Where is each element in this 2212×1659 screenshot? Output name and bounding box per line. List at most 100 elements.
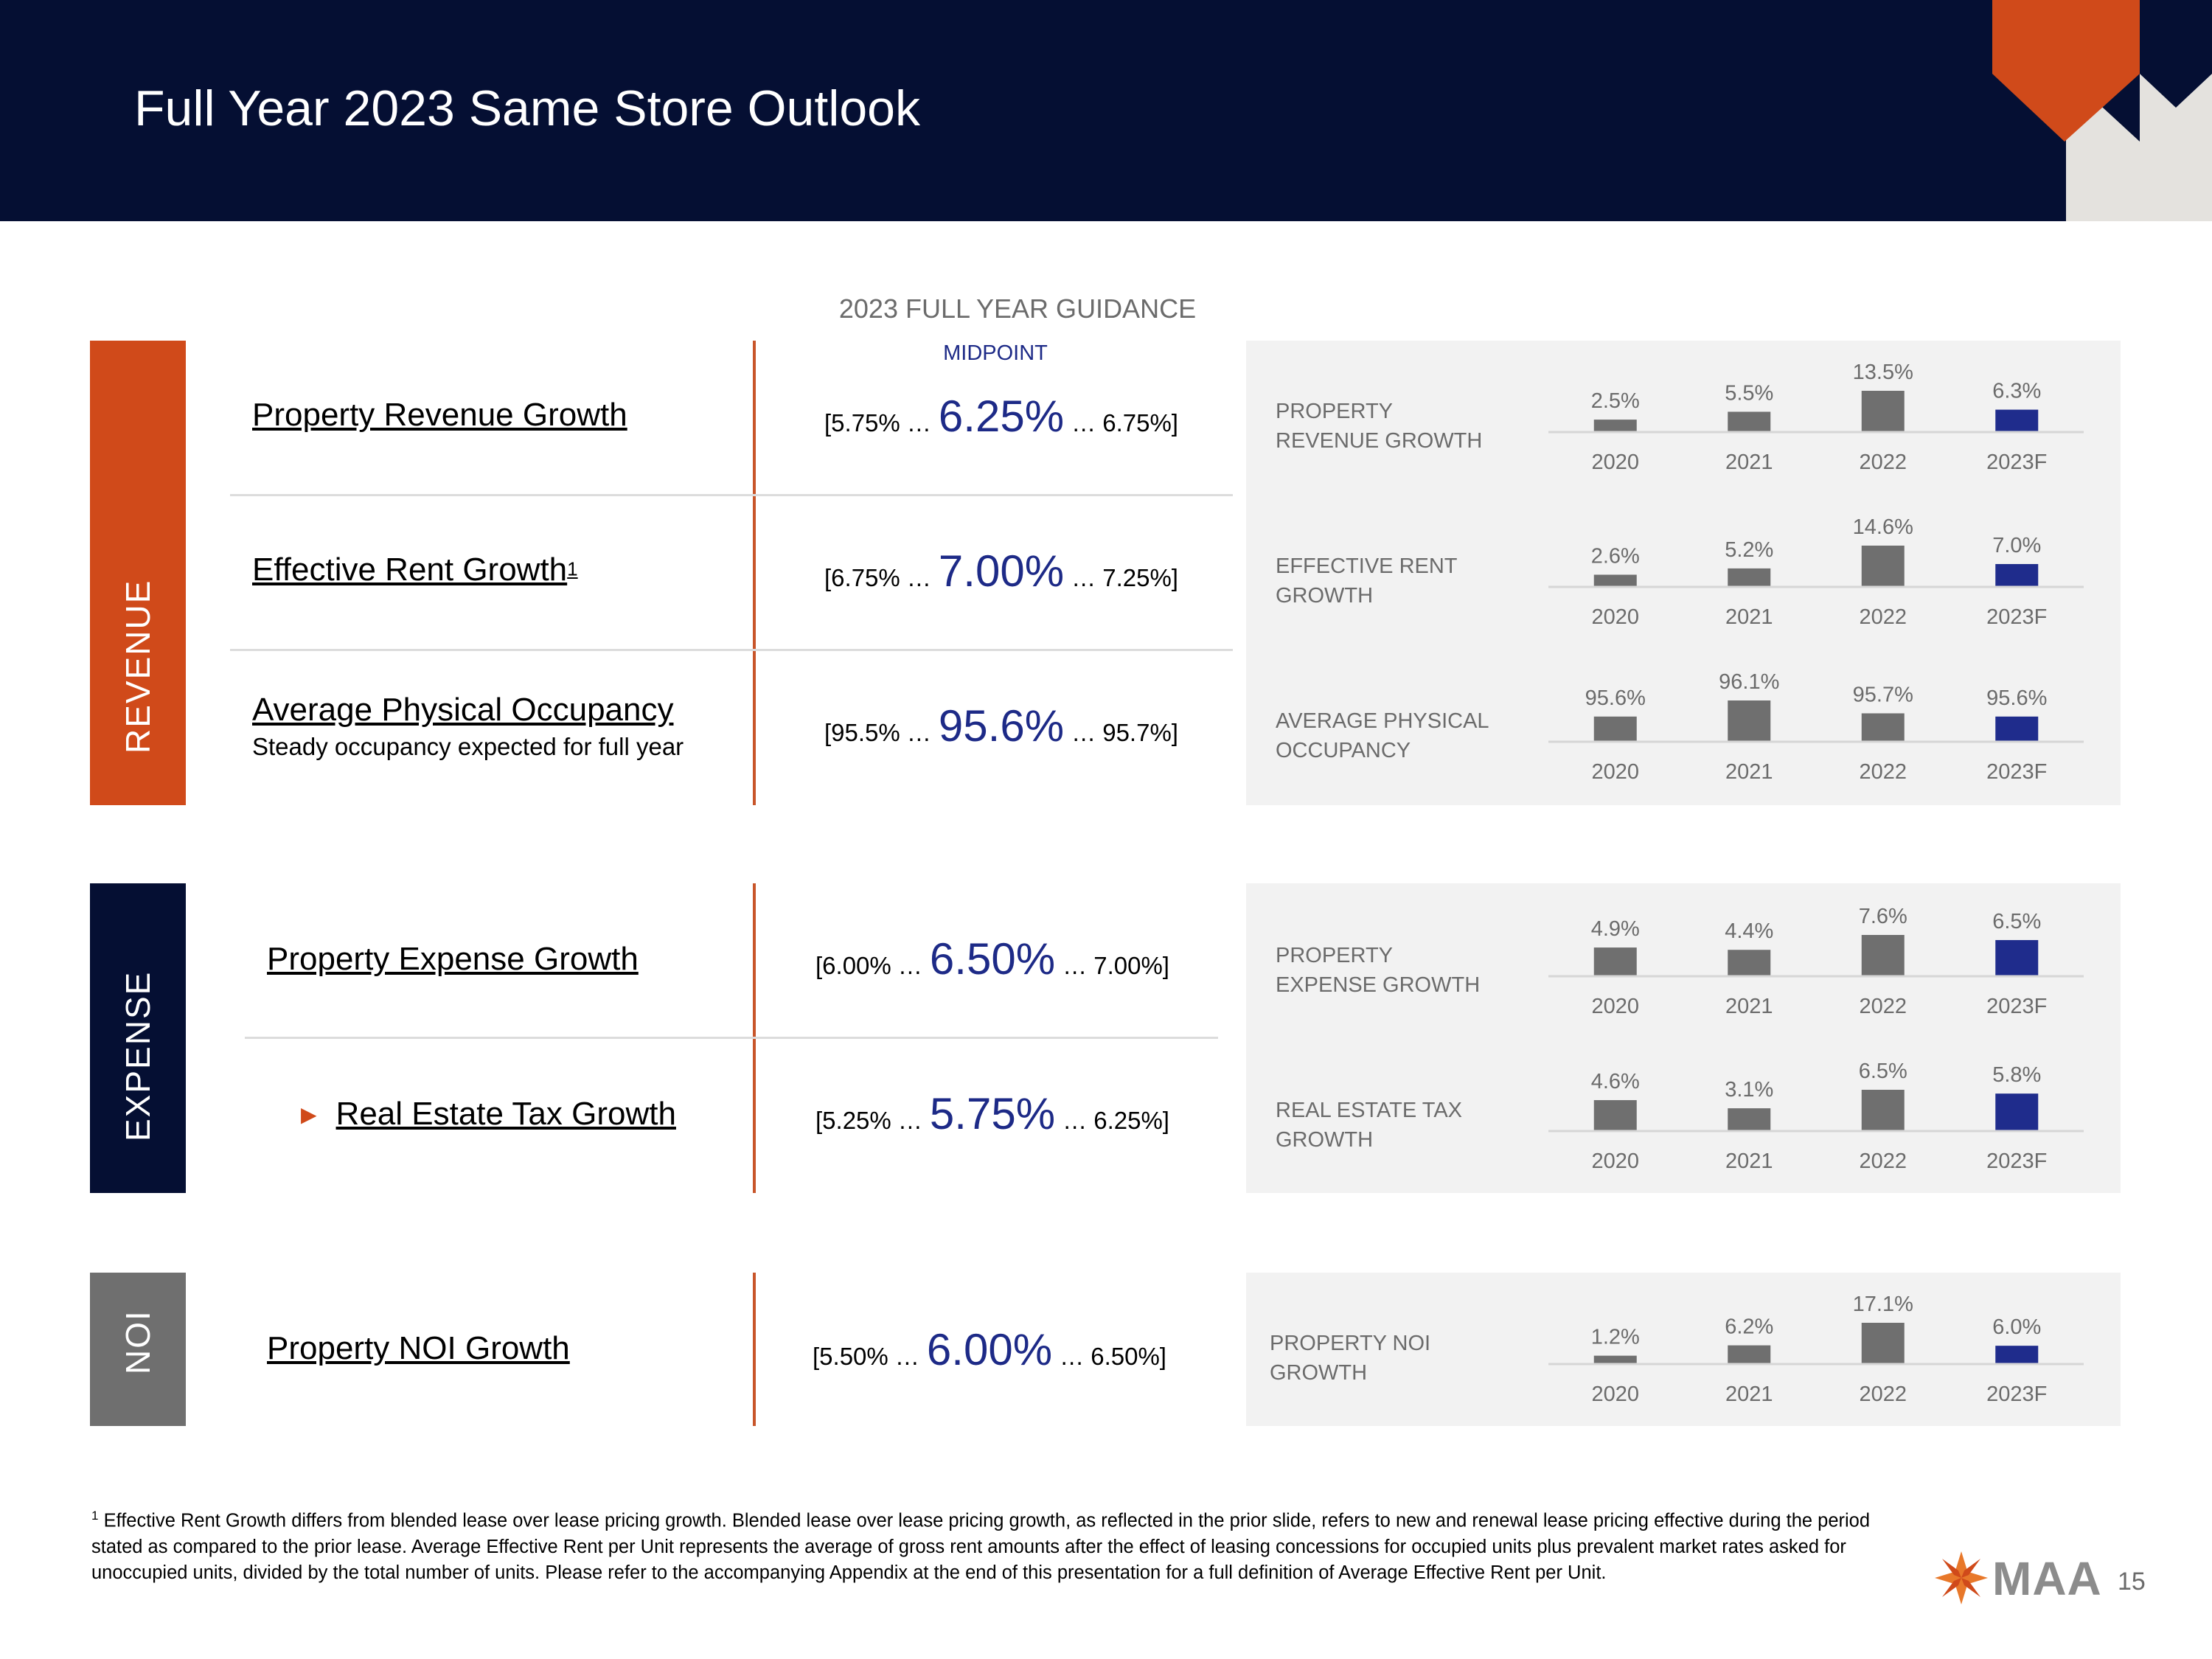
range-property-expense: [6.00% … 6.50%… 7.00%] bbox=[815, 934, 1169, 984]
x-tick-label: 2021 bbox=[1725, 451, 1773, 474]
noi-chart-panel bbox=[1246, 1273, 2121, 1426]
bar-2022 bbox=[1861, 1090, 1905, 1131]
data-label: 95.6% bbox=[1585, 686, 1646, 710]
x-tick-label: 2022 bbox=[1859, 760, 1907, 784]
column-divider bbox=[753, 1273, 756, 1426]
x-tick-label: 2021 bbox=[1725, 760, 1773, 784]
guidance-heading: 2023 FULL YEAR GUIDANCE bbox=[838, 293, 1197, 324]
data-label: 6.2% bbox=[1725, 1315, 1773, 1339]
logo-text: MAA bbox=[1992, 1552, 2102, 1605]
bar-2022 bbox=[1861, 935, 1905, 976]
range-property-revenue: [5.75% … 6.25%… 6.75%] bbox=[824, 392, 1178, 441]
x-tick-label: 2020 bbox=[1591, 1382, 1639, 1406]
chart-label-property-revenue: PROPERTY REVENUE GROWTH bbox=[1276, 400, 1483, 453]
x-tick-label: 2023F bbox=[1986, 451, 2047, 474]
data-label: 5.5% bbox=[1725, 381, 1773, 405]
bar-2020 bbox=[1593, 574, 1637, 587]
footnote-marker: 1 bbox=[567, 557, 578, 580]
footnote-number: 1 bbox=[91, 1509, 99, 1523]
expense-chart-panel bbox=[1246, 883, 2121, 1193]
x-tick-label: 2020 bbox=[1591, 760, 1639, 784]
data-label: 4.9% bbox=[1591, 917, 1640, 941]
range-effective-rent: [6.75% … 7.00%… 7.25%] bbox=[824, 546, 1178, 596]
bar-2023F bbox=[1995, 939, 2039, 976]
maa-star-logo-icon bbox=[1935, 1551, 1988, 1604]
row-divider bbox=[230, 494, 1233, 496]
x-tick-label: 2021 bbox=[1725, 995, 1773, 1018]
page-title: Full Year 2023 Same Store Outlook bbox=[134, 80, 920, 136]
metric-effective-rent-growth: Effective Rent Growth1 bbox=[252, 552, 578, 588]
x-tick-label: 2022 bbox=[1859, 451, 1907, 474]
bar-2023F bbox=[1995, 409, 2039, 432]
x-tick-label: 2020 bbox=[1591, 995, 1639, 1018]
chart-label-property-noi: PROPERTY NOI GROWTH bbox=[1270, 1332, 1431, 1385]
bar-2020 bbox=[1593, 947, 1637, 976]
x-tick-label: 2020 bbox=[1591, 605, 1639, 629]
bar-2022 bbox=[1861, 546, 1905, 587]
data-label: 3.1% bbox=[1725, 1078, 1773, 1102]
x-tick-label: 2020 bbox=[1591, 451, 1639, 474]
header-bar bbox=[0, 0, 2212, 221]
x-tick-label: 2023F bbox=[1986, 1382, 2047, 1406]
triangle-bullet-icon: ▶ bbox=[301, 1102, 317, 1126]
data-label: 14.6% bbox=[1853, 516, 1913, 539]
chart-label-real-estate-tax: REAL ESTATE TAX GROWTH bbox=[1276, 1099, 1463, 1152]
chart-label-occupancy: AVERAGE PHYSICAL OCCUPANCY bbox=[1276, 709, 1489, 762]
bar-2021 bbox=[1728, 568, 1771, 587]
midpoint-value: 6.50% bbox=[929, 934, 1056, 984]
midpoint-value: 6.00% bbox=[926, 1325, 1053, 1374]
metric-property-expense-growth: Property Expense Growth bbox=[267, 941, 639, 977]
bar-2022 bbox=[1861, 1323, 1905, 1364]
data-label: 2.5% bbox=[1591, 389, 1640, 413]
x-tick-label: 2023F bbox=[1986, 605, 2047, 629]
expense-section-label: EXPENSE bbox=[119, 970, 157, 1141]
x-tick-label: 2021 bbox=[1725, 1150, 1773, 1173]
x-tick-label: 2023F bbox=[1986, 995, 2047, 1018]
data-label: 5.8% bbox=[1992, 1063, 2041, 1087]
chart-average-physical-occupancy: 95.6% 2020 96.1% 2021 95.7% 2022 95.6% 2023F bbox=[1548, 671, 2084, 784]
metric-real-estate-tax-growth: ▶ Real Estate Tax Growth bbox=[301, 1096, 676, 1132]
bar-2020 bbox=[1593, 1355, 1637, 1364]
data-label: 95.6% bbox=[1986, 686, 2047, 710]
data-label: 6.0% bbox=[1992, 1315, 2041, 1339]
range-real-estate-tax: [5.25% … 5.75%… 6.25%] bbox=[815, 1089, 1169, 1138]
data-label: 4.4% bbox=[1725, 919, 1773, 943]
chart-effective-rent-growth: 2.6% 2020 5.2% 2021 14.6% 2022 7.0% 2023F bbox=[1548, 516, 2084, 629]
chart-property-expense-growth: 4.9% 2020 4.4% 2021 7.6% 2022 6.5% 2023F bbox=[1548, 905, 2084, 1018]
x-tick-label: 2021 bbox=[1725, 605, 1773, 629]
revenue-section-label: REVENUE bbox=[119, 579, 157, 754]
bar-2021 bbox=[1728, 950, 1771, 976]
metric-average-physical-occupancy: Average Physical Occupancy Steady occupa… bbox=[252, 692, 684, 760]
expense-section-bar: EXPENSE bbox=[90, 883, 186, 1193]
chart-property-noi-growth: 1.2% 2020 6.2% 2021 17.1% 2022 6.0% 2023F bbox=[1548, 1293, 2084, 1406]
data-label: 17.1% bbox=[1853, 1293, 1913, 1316]
data-label: 6.5% bbox=[1992, 910, 2041, 933]
corner-decoration-icon bbox=[1991, 0, 2212, 221]
data-label: 4.6% bbox=[1591, 1070, 1640, 1093]
x-tick-label: 2023F bbox=[1986, 1150, 2047, 1173]
range-occupancy: [95.5% … 95.6%… 95.7%] bbox=[824, 701, 1178, 751]
bar-2023F bbox=[1995, 716, 2039, 742]
x-tick-label: 2022 bbox=[1859, 605, 1907, 629]
data-label: 7.6% bbox=[1859, 905, 1907, 928]
bar-2020 bbox=[1593, 716, 1637, 742]
revenue-section-bar: REVENUE bbox=[90, 341, 186, 805]
bar-2022 bbox=[1861, 713, 1905, 742]
noi-section-label: NOI bbox=[119, 1310, 157, 1374]
data-label: 96.1% bbox=[1719, 671, 1779, 694]
range-property-noi: [5.50% … 6.00%… 6.50%] bbox=[813, 1325, 1166, 1374]
maa-logo: MAA bbox=[1932, 1548, 2109, 1607]
data-label: 1.2% bbox=[1591, 1326, 1640, 1349]
bar-2023F bbox=[1995, 1346, 2039, 1364]
bar-2021 bbox=[1728, 700, 1771, 742]
x-tick-label: 2022 bbox=[1859, 995, 1907, 1018]
chart-label-property-expense: PROPERTY EXPENSE GROWTH bbox=[1276, 944, 1481, 997]
bar-2022 bbox=[1861, 391, 1905, 432]
chart-label-effective-rent: EFFECTIVE RENT GROWTH bbox=[1276, 554, 1457, 608]
midpoint-value: 6.25% bbox=[938, 392, 1065, 441]
chart-property-revenue-growth: 2.5% 2020 5.5% 2021 13.5% 2022 6.3% 2023F bbox=[1548, 361, 2084, 474]
data-label: 2.6% bbox=[1591, 544, 1640, 568]
revenue-chart-panel bbox=[1246, 341, 2121, 805]
bar-2021 bbox=[1728, 411, 1771, 432]
bar-2020 bbox=[1593, 420, 1637, 432]
